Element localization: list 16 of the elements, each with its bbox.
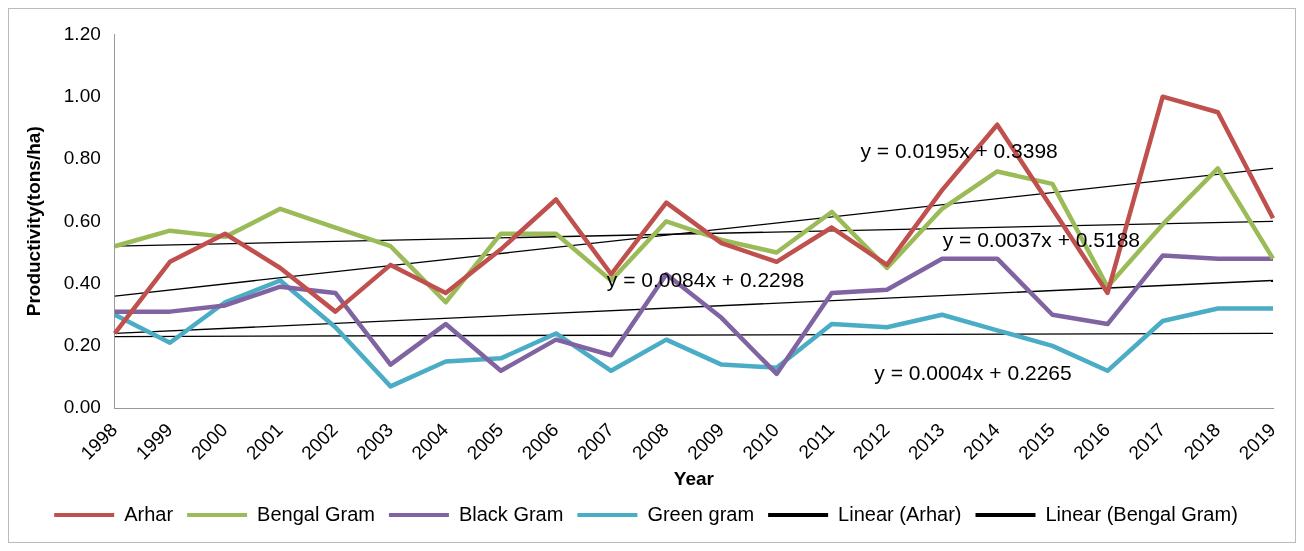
legend-label: Bengal Gram (257, 502, 375, 525)
y-tick-label: 0.40 (63, 271, 101, 293)
legend-label: Black Gram (458, 502, 564, 525)
legend-label: Linear (Arhar) (838, 502, 962, 525)
x-axis-title: Year (673, 467, 715, 489)
legend-label: Arhar (124, 502, 174, 525)
legend-label: Linear (Bengal Gram) (1045, 502, 1238, 525)
y-tick-label: 1.20 (63, 22, 101, 44)
y-axis-title: Productivity(tons/ha) (22, 126, 44, 317)
legend-label: Green gram (647, 502, 755, 525)
y-tick-label: 0.00 (63, 396, 101, 418)
y-tick-label: 0.20 (63, 334, 101, 356)
annotation: y = 0.0004x + 0.2265 (874, 360, 1072, 384)
y-tick-label: 0.80 (63, 147, 101, 169)
y-tick-label: 1.00 (63, 84, 101, 106)
y-tick-label: 0.60 (63, 209, 101, 231)
